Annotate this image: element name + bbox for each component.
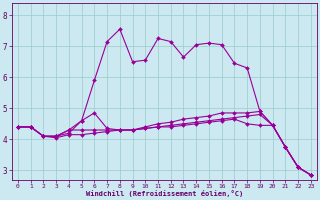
X-axis label: Windchill (Refroidissement éolien,°C): Windchill (Refroidissement éolien,°C) bbox=[86, 190, 243, 197]
